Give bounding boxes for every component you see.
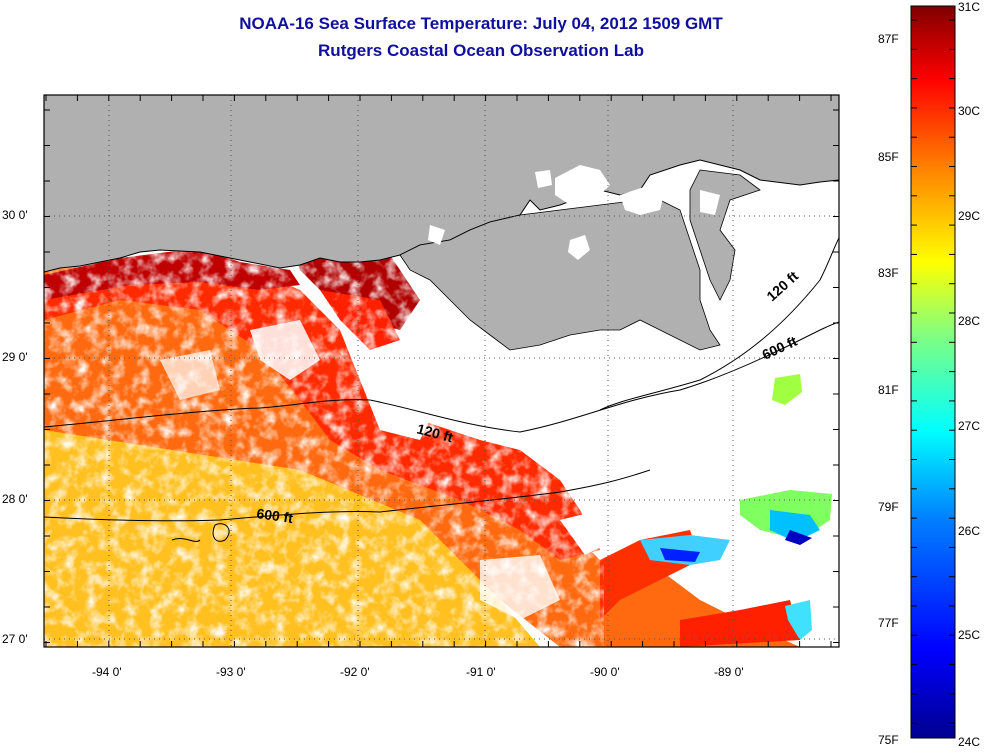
colorbar-c-label: 28C <box>958 314 981 328</box>
colorbar-c-label: 24C <box>958 735 981 749</box>
contour-label-600ft: 600 ft <box>256 505 295 526</box>
map-subtitle: Rutgers Coastal Ocean Observation Lab <box>318 41 644 60</box>
lat-tick-label: 28 0' <box>2 492 28 506</box>
plot-frame <box>43 94 840 648</box>
lon-tick-label: -92 0' <box>340 665 370 679</box>
axis-ticks <box>44 95 839 647</box>
lon-tick-label: -94 0' <box>92 665 122 679</box>
colorbar-ticks <box>911 19 955 724</box>
colorbar-f-label: 85F <box>878 150 899 164</box>
grid-lines <box>44 95 839 647</box>
colorbar-c-label: 27C <box>958 419 981 433</box>
lon-tick-label: -93 0' <box>216 665 246 679</box>
colorbar-f-label: 79F <box>878 500 899 514</box>
colorbar <box>910 5 956 739</box>
map-title: NOAA-16 Sea Surface Temperature: July 04… <box>239 14 723 33</box>
lon-tick-label: -91 0' <box>466 665 496 679</box>
colorbar-c-label: 30C <box>958 104 981 118</box>
lat-tick-label: 30 0' <box>2 208 28 222</box>
colorbar-f-label: 81F <box>878 383 899 397</box>
colorbar-c-label: 31C <box>958 0 981 14</box>
colorbar-f-label: 75F <box>878 733 899 747</box>
lat-tick-label: 29 0' <box>2 350 28 364</box>
colorbar-f-label: 83F <box>878 266 899 280</box>
lon-tick-label: -90 0' <box>590 665 620 679</box>
depth-contours <box>44 237 839 542</box>
colorbar-c-label: 26C <box>958 524 981 538</box>
lat-tick-label: 27 0' <box>2 632 28 646</box>
colorbar-c-label: 29C <box>958 209 981 223</box>
colorbar-c-label: 25C <box>958 628 981 642</box>
colorbar-f-label: 87F <box>878 32 899 46</box>
lon-tick-label: -89 0' <box>714 665 744 679</box>
colorbar-f-label: 77F <box>878 616 899 630</box>
